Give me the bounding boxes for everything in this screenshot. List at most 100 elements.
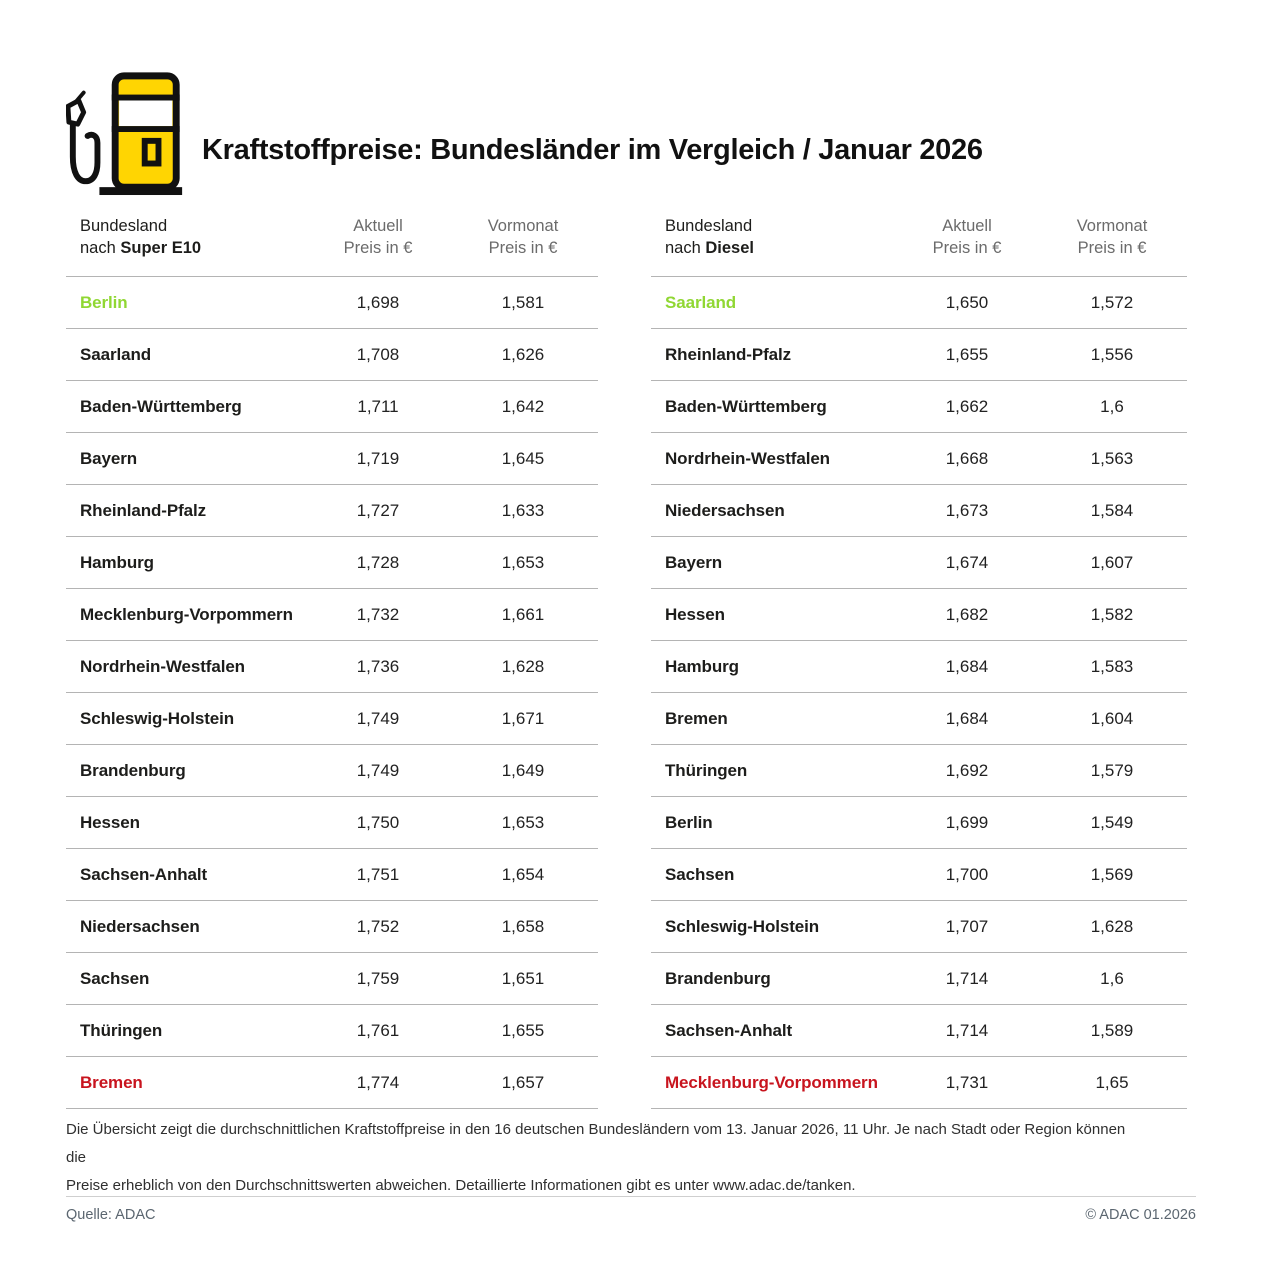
table-row: Saarland 1,708 1,626	[66, 329, 598, 381]
table-rows-super-e10: Berlin 1,698 1,581 Saarland 1,708 1,626 Baden-…	[66, 277, 598, 1109]
vormonat-value: 1,6	[1100, 968, 1124, 988]
bundesland-label: Schleswig-Holstein	[665, 916, 820, 936]
column-header-vormonat: Vormonat Preis in €	[487, 217, 559, 257]
vormonat-value: 1,6	[1100, 396, 1124, 416]
vormonat-value: 1,642	[501, 396, 545, 416]
bundesland-label: Nordrhein-Westfalen	[665, 448, 830, 468]
bundesland-label: Sachsen-Anhalt	[665, 1020, 793, 1040]
header: Kraftstoffpreise: Bundesländer im Vergle…	[66, 68, 983, 196]
vormonat-value: 1,651	[501, 968, 545, 988]
table-row: Hessen 1,682 1,582	[651, 589, 1187, 641]
fuel-type-label: Super E10	[120, 239, 202, 257]
bundesland-label: Berlin	[665, 812, 713, 832]
bundesland-label: Mecklenburg-Vorpommern	[665, 1072, 878, 1092]
fuel-type-label: Diesel	[705, 239, 754, 257]
bundesland-label: Hessen	[665, 604, 725, 624]
table-row: Sachsen 1,759 1,651	[66, 953, 598, 1005]
bundesland-label: Baden-Württemberg	[665, 396, 827, 416]
vormonat-value: 1,549	[1090, 812, 1134, 832]
vormonat-value: 1,658	[501, 916, 545, 936]
table-row: Brandenburg 1,714 1,6	[651, 953, 1187, 1005]
vormonat-value: 1,604	[1090, 708, 1134, 728]
aktuell-value: 1,692	[945, 760, 989, 780]
bundesland-label: Sachsen-Anhalt	[80, 864, 208, 884]
column-header-line2: nach Super E10	[80, 239, 202, 257]
footnote-line2: Preise erheblich von den Durchschnittswe…	[66, 1177, 856, 1194]
aktuell-value: 1,736	[356, 656, 400, 676]
bundesland-label: Niedersachsen	[665, 500, 785, 520]
table-row: Hamburg 1,728 1,653	[66, 537, 598, 589]
table-row: Sachsen-Anhalt 1,714 1,589	[651, 1005, 1187, 1057]
bundesland-label: Schleswig-Holstein	[80, 708, 235, 728]
aktuell-value: 1,727	[356, 500, 400, 520]
column-header-line1: Bundesland	[665, 217, 753, 235]
table-row: Thüringen 1,761 1,655	[66, 1005, 598, 1057]
bundesland-label: Bremen	[80, 1072, 143, 1092]
column-header-bundesland: Bundesland nach Diesel	[651, 215, 897, 259]
table-row: Baden-Württemberg 1,662 1,6	[651, 381, 1187, 433]
vormonat-value: 1,661	[501, 604, 545, 624]
bundesland-label: Bayern	[665, 552, 723, 572]
aktuell-value: 1,668	[945, 448, 989, 468]
table-header-diesel: Bundesland nach Diesel Aktuell Preis in …	[651, 215, 1187, 277]
vormonat-value: 1,628	[501, 656, 545, 676]
table-row: Hamburg 1,684 1,583	[651, 641, 1187, 693]
bundesland-label: Mecklenburg-Vorpommern	[80, 604, 293, 624]
vormonat-value: 1,583	[1090, 656, 1134, 676]
aktuell-value: 1,698	[356, 292, 400, 312]
aktuell-value: 1,751	[356, 864, 400, 884]
table-row: Brandenburg 1,749 1,649	[66, 745, 598, 797]
table-header-super-e10: Bundesland nach Super E10 Aktuell Preis …	[66, 215, 598, 277]
aktuell-value: 1,707	[945, 916, 989, 936]
vormonat-value: 1,581	[501, 292, 545, 312]
column-header-line1: Bundesland	[80, 217, 168, 235]
vormonat-value: 1,628	[1090, 916, 1134, 936]
table-rows-diesel: Saarland 1,650 1,572 Rheinland-Pfalz 1,655 1,…	[651, 277, 1187, 1109]
vormonat-value: 1,579	[1090, 760, 1134, 780]
vormonat-value: 1,653	[501, 552, 545, 572]
table-diesel: Bundesland nach Diesel Aktuell Preis in …	[651, 215, 1187, 1109]
aktuell-value: 1,714	[945, 968, 989, 988]
table-row: Schleswig-Holstein 1,749 1,671	[66, 693, 598, 745]
column-header-bundesland: Bundesland nach Super E10	[66, 215, 308, 259]
bundesland-label: Rheinland-Pfalz	[80, 500, 207, 520]
aktuell-value: 1,700	[945, 864, 989, 884]
bundesland-label: Saarland	[80, 344, 152, 364]
aktuell-value: 1,682	[945, 604, 989, 624]
aktuell-value: 1,719	[356, 448, 400, 468]
bundesland-label: Sachsen	[665, 864, 735, 884]
aktuell-value: 1,674	[945, 552, 989, 572]
aktuell-value: 1,684	[945, 708, 989, 728]
aktuell-value: 1,699	[945, 812, 989, 832]
vormonat-value: 1,626	[501, 344, 545, 364]
bundesland-label: Bayern	[80, 448, 138, 468]
column-header-vormonat: Vormonat Preis in €	[1076, 217, 1148, 257]
bundesland-label: Thüringen	[665, 760, 748, 780]
aktuell-value: 1,731	[945, 1072, 989, 1092]
table-row: Sachsen-Anhalt 1,751 1,654	[66, 849, 598, 901]
aktuell-value: 1,684	[945, 656, 989, 676]
aktuell-value: 1,732	[356, 604, 400, 624]
vormonat-value: 1,653	[501, 812, 545, 832]
bundesland-label: Niedersachsen	[80, 916, 200, 936]
column-header-aktuell: Aktuell Preis in €	[932, 217, 1002, 257]
vormonat-value: 1,649	[501, 760, 545, 780]
bundesland-label: Hamburg	[80, 552, 154, 572]
aktuell-value: 1,749	[356, 760, 400, 780]
vormonat-value: 1,654	[501, 864, 545, 884]
vormonat-value: 1,607	[1090, 552, 1134, 572]
vormonat-value: 1,556	[1090, 344, 1134, 364]
table-row: Bayern 1,674 1,607	[651, 537, 1187, 589]
aktuell-value: 1,749	[356, 708, 400, 728]
aktuell-value: 1,759	[356, 968, 400, 988]
table-row: Rheinland-Pfalz 1,727 1,633	[66, 485, 598, 537]
bundesland-label: Brandenburg	[665, 968, 771, 988]
bundesland-label: Nordrhein-Westfalen	[80, 656, 245, 676]
bundesland-label: Hamburg	[665, 656, 739, 676]
table-row: Saarland 1,650 1,572	[651, 277, 1187, 329]
vormonat-value: 1,657	[501, 1072, 545, 1092]
table-row: Bremen 1,684 1,604	[651, 693, 1187, 745]
bundesland-label: Brandenburg	[80, 760, 186, 780]
bundesland-label: Bremen	[665, 708, 728, 728]
vormonat-value: 1,582	[1090, 604, 1134, 624]
